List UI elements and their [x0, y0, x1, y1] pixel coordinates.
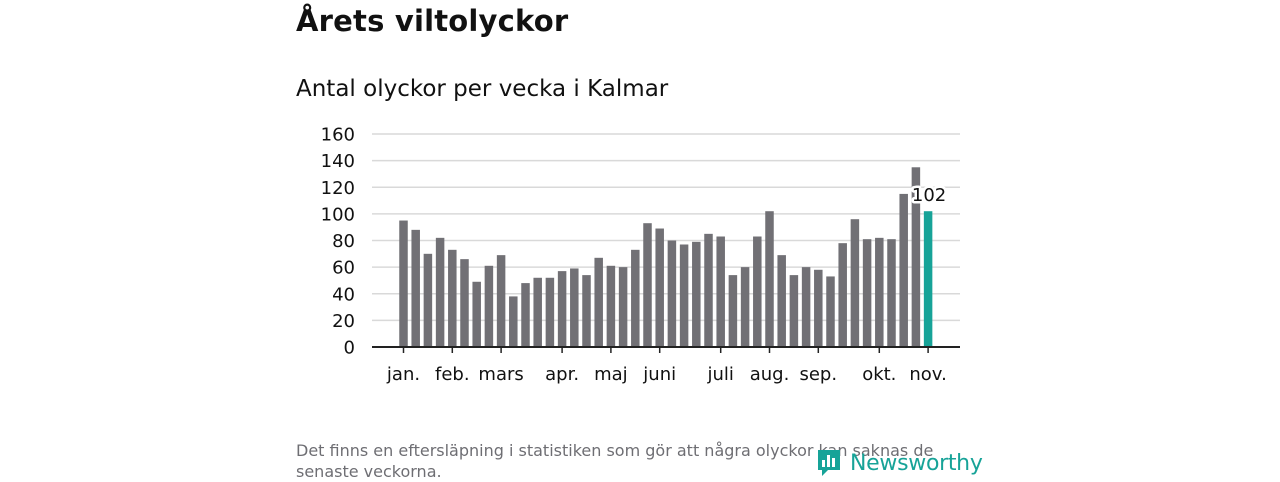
bar[interactable] [655, 228, 664, 347]
bar[interactable] [618, 267, 628, 347]
bar[interactable] [704, 233, 713, 347]
bar[interactable] [716, 236, 725, 347]
bar[interactable] [472, 281, 481, 347]
bar[interactable] [570, 268, 579, 347]
x-tick-label: juni [642, 364, 676, 385]
x-tick-label: apr. [545, 364, 579, 385]
bar[interactable] [582, 275, 591, 347]
x-axis [372, 346, 960, 353]
bar[interactable] [399, 220, 408, 347]
bar[interactable] [631, 249, 640, 347]
bar[interactable] [740, 267, 750, 347]
bar[interactable] [521, 283, 530, 347]
x-tick-label: okt. [862, 364, 896, 385]
x-tick-label: nov. [909, 364, 946, 385]
x-tick-label: aug. [750, 364, 790, 385]
bar[interactable] [789, 275, 799, 347]
bar[interactable] [496, 255, 506, 347]
chart-subtitle: Antal olyckor per vecka i Kalmar [296, 76, 669, 102]
grid-lines [372, 133, 960, 322]
bar[interactable] [448, 249, 457, 347]
y-tick-label: 120 [321, 178, 355, 199]
bar[interactable] [606, 265, 616, 347]
bar[interactable] [460, 259, 469, 347]
y-tick-label: 80 [332, 231, 355, 252]
bar[interactable] [423, 253, 433, 347]
y-tick-label: 140 [321, 151, 355, 172]
page-title: Årets viltolyckor [296, 4, 569, 38]
y-tick-label: 40 [332, 284, 355, 305]
bar[interactable] [509, 296, 518, 347]
bar[interactable] [765, 211, 774, 347]
bar[interactable] [850, 219, 860, 347]
logo-text: Newsworthy [850, 450, 983, 476]
bar[interactable] [875, 237, 884, 347]
bar-highlight[interactable] [923, 211, 933, 347]
y-tick-label: 60 [332, 258, 355, 279]
bar[interactable] [484, 265, 494, 347]
bar[interactable] [911, 167, 921, 347]
newsworthy-logo[interactable]: Newsworthy [816, 446, 983, 480]
x-tick-label: jan. [386, 364, 420, 385]
bar[interactable] [667, 240, 677, 348]
x-tick-label: juli [706, 364, 733, 385]
y-tick-label: 20 [332, 311, 355, 332]
bar-chart-icon [818, 450, 840, 476]
bar[interactable] [557, 271, 567, 347]
bar[interactable] [435, 237, 445, 347]
y-tick-labels: 0 20 40 60 80 100 120 140 160 [321, 125, 355, 359]
highlight-value-label: 102 [912, 185, 946, 206]
bar[interactable] [814, 269, 823, 347]
footnote: Det finns en eftersläpning i statistiken… [296, 441, 934, 481]
x-tick-label: sep. [799, 364, 837, 385]
bar[interactable] [594, 257, 603, 347]
bar[interactable] [411, 229, 420, 347]
bar[interactable] [899, 193, 908, 347]
bar[interactable] [826, 276, 835, 347]
bars [399, 167, 933, 348]
data-labels: 102 [909, 183, 948, 209]
y-tick-label: 160 [321, 125, 355, 146]
x-tick-labels: jan. feb. mars apr. maj juni juli aug. sep. okt. n… [386, 364, 947, 385]
y-tick-label: 100 [321, 204, 355, 225]
bar[interactable] [533, 277, 542, 347]
bar[interactable] [753, 236, 762, 347]
bar[interactable] [887, 239, 896, 347]
bar[interactable] [679, 244, 689, 347]
bar[interactable] [545, 277, 555, 347]
x-tick-label: feb. [435, 364, 470, 385]
bar[interactable] [862, 239, 872, 347]
bar[interactable] [692, 241, 701, 347]
bar[interactable] [801, 267, 811, 347]
x-tick-label: mars [478, 364, 523, 385]
bar[interactable] [643, 223, 652, 347]
bar[interactable] [777, 255, 786, 347]
y-tick-label: 0 [344, 338, 355, 359]
bar[interactable] [728, 275, 738, 347]
bar[interactable] [838, 243, 847, 347]
x-tick-label: maj [594, 364, 628, 385]
